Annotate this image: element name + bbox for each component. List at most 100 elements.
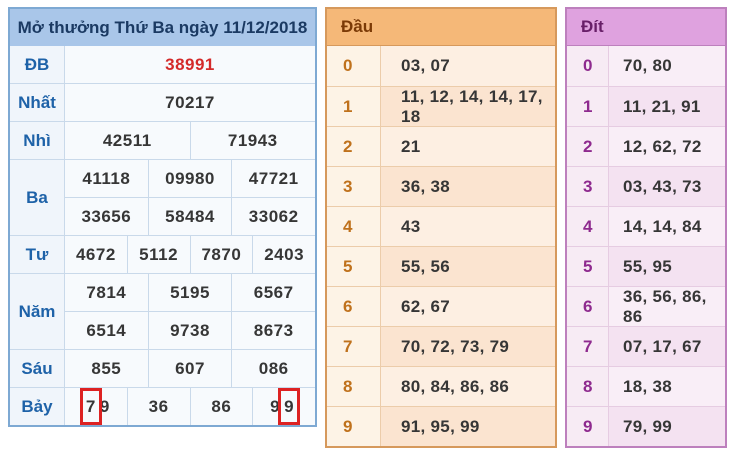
- summary-digit: 7: [327, 327, 381, 366]
- summary-row: 5 55, 56: [327, 246, 555, 286]
- prize-number-cell: 42511: [102, 130, 152, 150]
- summary-digit: 0: [327, 46, 381, 86]
- prize-values: 4672 5112 7870 2403: [65, 236, 315, 273]
- summary-row: 7 07, 17, 67: [567, 326, 725, 366]
- summary-digit: 1: [567, 87, 609, 126]
- prize-label: Tư: [10, 236, 65, 273]
- summary-row: 4 43: [327, 206, 555, 246]
- summary-row: 1 11, 21, 91: [567, 86, 725, 126]
- summary-row: 8 80, 84, 86, 86: [327, 366, 555, 406]
- summary-values: 03, 43, 73: [609, 167, 725, 206]
- summary-values: 36, 38: [381, 167, 555, 206]
- prize-number-cell: 70217: [165, 92, 215, 112]
- prize-digit: 9: [270, 396, 281, 416]
- dau-table-body: 0 03, 07 1 11, 12, 14, 14, 17, 18 2 21 3 36, 38…: [327, 46, 555, 446]
- prize-row: Bảy 7 9 36 86 9 9: [10, 387, 315, 425]
- prize-row: Tư 4672 5112 7870 2403: [10, 235, 315, 273]
- prize-subrow: 4672 5112 7870 2403: [65, 236, 315, 273]
- summary-row: 9 91, 95, 99: [327, 406, 555, 446]
- prize-values: 41118 09980 47721 33656 58484 33062: [65, 160, 315, 235]
- prize-number-cell: 5195: [147, 274, 232, 311]
- summary-values: 55, 56: [381, 247, 555, 286]
- prize-number-cell: 41118: [82, 168, 131, 188]
- prize-label: Nhất: [10, 84, 65, 121]
- summary-row: 8 18, 38: [567, 366, 725, 406]
- prize-label: Ba: [10, 160, 65, 235]
- prize-number-cell: 86: [189, 388, 253, 425]
- prize-subrow: 38991: [65, 46, 315, 83]
- dit-table-body: 0 70, 80 1 11, 21, 91 2 12, 62, 72 3 03, 43, 73…: [567, 46, 725, 446]
- prize-number-cell: 6514: [86, 320, 127, 340]
- summary-values: 70, 80: [609, 46, 725, 86]
- summary-values: 79, 99: [609, 407, 725, 446]
- summary-row: 5 55, 95: [567, 246, 725, 286]
- prize-digit: 9: [99, 396, 110, 416]
- summary-digit: 2: [567, 127, 609, 166]
- dit-table: Đít 0 70, 80 1 11, 21, 91 2 12, 62, 72 3 03, 43…: [565, 7, 727, 448]
- prize-values: 7814 5195 6567 6514 9738 8673: [65, 274, 315, 349]
- prize-values: 42511 71943: [65, 122, 315, 159]
- prize-subrow: 6514 9738 8673: [65, 311, 315, 349]
- summary-row: 7 70, 72, 73, 79: [327, 326, 555, 366]
- summary-digit: 2: [327, 127, 381, 166]
- highlight-box: 7: [79, 388, 102, 425]
- dau-table-header: Đầu: [327, 9, 555, 46]
- prize-number-cell: 2403: [252, 236, 315, 273]
- summary-digit: 1: [327, 87, 381, 126]
- prize-subrow: 42511 71943: [65, 122, 315, 159]
- summary-digit: 5: [567, 247, 609, 286]
- prize-subrow: 855 607 086: [65, 350, 315, 387]
- prize-subrow: 7 9 36 86 9 9: [65, 388, 315, 425]
- prize-subrow: 41118 09980 47721: [65, 160, 315, 197]
- results-table-body: ĐB 38991 Nhất 70217 Nhì 42511 71943 Ba 41118 0998…: [10, 46, 315, 425]
- summary-row: 6 62, 67: [327, 286, 555, 326]
- summary-values: 91, 95, 99: [381, 407, 555, 446]
- summary-row: 0 70, 80: [567, 46, 725, 86]
- prize-number-cell: 7814: [86, 282, 127, 302]
- prize-label: Bảy: [10, 388, 65, 425]
- summary-row: 3 36, 38: [327, 166, 555, 206]
- summary-values: 55, 95: [609, 247, 725, 286]
- prize-number-cell: 09980: [147, 160, 232, 197]
- summary-digit: 6: [567, 287, 609, 326]
- summary-row: 2 12, 62, 72: [567, 126, 725, 166]
- summary-digit: 4: [567, 207, 609, 246]
- summary-row: 3 03, 43, 73: [567, 166, 725, 206]
- highlight-box: 9: [278, 388, 301, 425]
- prize-number-cell: 9738: [147, 312, 232, 349]
- summary-values: 80, 84, 86, 86: [381, 367, 555, 406]
- summary-digit: 3: [567, 167, 609, 206]
- prize-row: Nhất 70217: [10, 83, 315, 121]
- summary-digit: 8: [567, 367, 609, 406]
- prize-row: ĐB 38991: [10, 46, 315, 83]
- summary-row: 1 11, 12, 14, 14, 17, 18: [327, 86, 555, 126]
- prize-number-cell: 6567: [231, 274, 315, 311]
- prize-row: Sáu 855 607 086: [10, 349, 315, 387]
- summary-values: 07, 17, 67: [609, 327, 725, 366]
- summary-row: 9 79, 99: [567, 406, 725, 446]
- summary-digit: 0: [567, 46, 609, 86]
- summary-digit: 9: [567, 407, 609, 446]
- prize-label: Nhì: [10, 122, 65, 159]
- prize-number-cell: 71943: [189, 122, 316, 159]
- summary-values: 03, 07: [381, 46, 555, 86]
- dau-table: Đầu 0 03, 07 1 11, 12, 14, 14, 17, 18 2 21 3 36…: [325, 7, 557, 448]
- prize-number-cell: 33062: [231, 198, 315, 235]
- summary-digit: 5: [327, 247, 381, 286]
- prize-number-cell: 36: [126, 388, 190, 425]
- prize-number-cell: 7870: [189, 236, 253, 273]
- prize-number-cell: 855: [91, 358, 122, 378]
- prize-subrow: 70217: [65, 84, 315, 121]
- summary-values: 21: [381, 127, 555, 166]
- prize-subrow: 7814 5195 6567: [65, 274, 315, 311]
- summary-row: 4 14, 14, 84: [567, 206, 725, 246]
- summary-digit: 3: [327, 167, 381, 206]
- prize-number-cell: 38991: [165, 54, 215, 74]
- summary-digit: 7: [567, 327, 609, 366]
- prize-number-cell: 607: [147, 350, 232, 387]
- prize-row: Ba 41118 09980 47721 33656 58484 33062: [10, 159, 315, 235]
- prize-values: 70217: [65, 84, 315, 121]
- prize-row: Năm 7814 5195 6567 6514 9738 8673: [10, 273, 315, 349]
